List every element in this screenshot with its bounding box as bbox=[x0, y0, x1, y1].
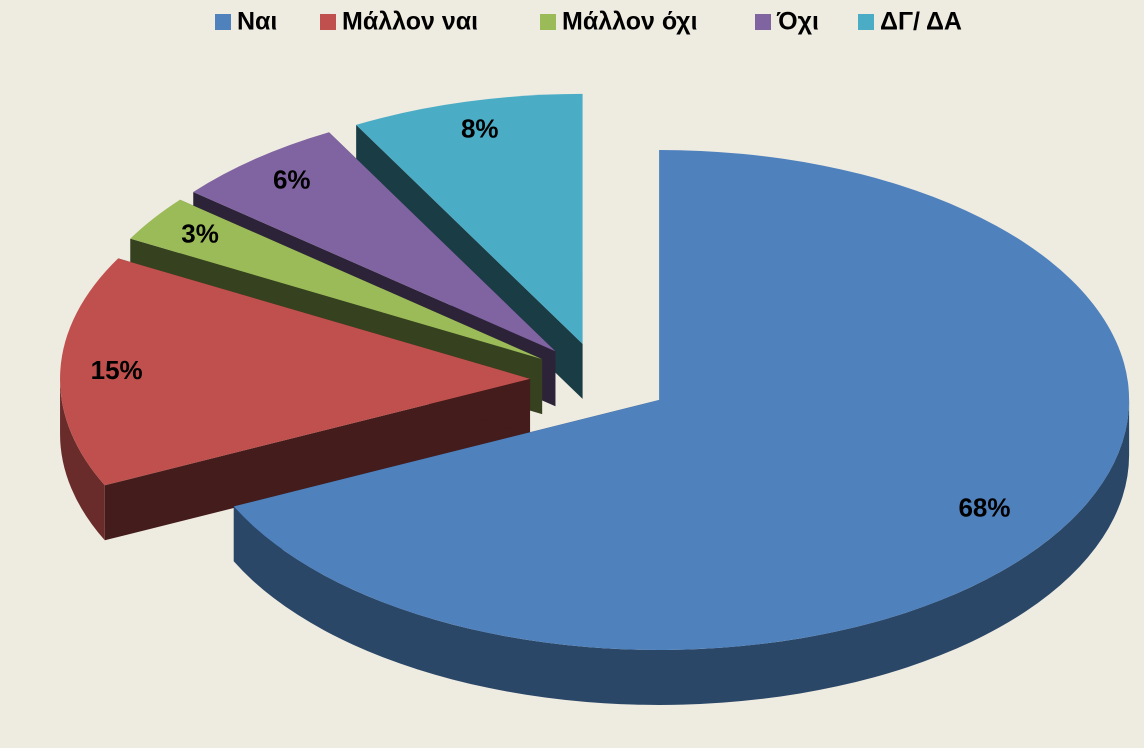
slice-top bbox=[60, 258, 531, 486]
legend-label: Μάλλον όχι bbox=[562, 8, 698, 36]
slice-wall bbox=[60, 378, 105, 541]
data-label: 68% bbox=[958, 493, 1010, 523]
legend-label: Μάλλον ναι bbox=[342, 8, 478, 36]
data-label: 8% bbox=[461, 114, 499, 144]
legend-swatch bbox=[320, 14, 336, 30]
legend-swatch bbox=[540, 14, 556, 30]
legend-swatch bbox=[858, 14, 874, 30]
legend-label: Ναι bbox=[237, 8, 277, 36]
data-label: 3% bbox=[181, 218, 219, 248]
legend-label: ΔΓ/ ΔΑ bbox=[880, 8, 962, 36]
data-label: 6% bbox=[273, 165, 311, 195]
slice-top bbox=[130, 199, 543, 360]
slice bbox=[60, 258, 531, 541]
legend-swatch bbox=[215, 14, 231, 30]
slice-top bbox=[193, 132, 556, 352]
slice-side bbox=[104, 378, 531, 541]
legend-label: Όχι bbox=[776, 8, 819, 36]
data-label: 15% bbox=[91, 355, 143, 385]
slice-top bbox=[356, 93, 583, 344]
slice bbox=[233, 149, 1130, 705]
slice-top bbox=[233, 149, 1130, 650]
legend-swatch bbox=[755, 14, 771, 30]
slice-wall bbox=[233, 399, 1130, 705]
